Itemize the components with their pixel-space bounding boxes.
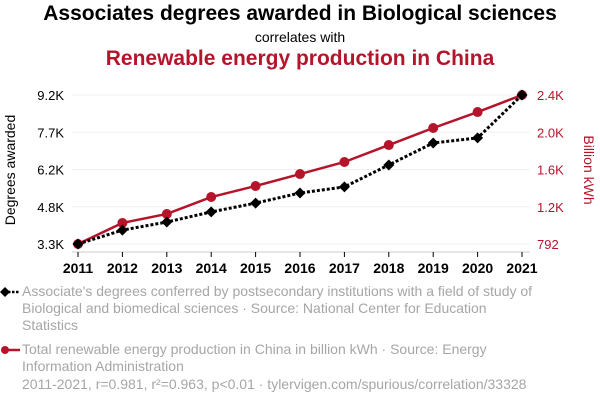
data-point-renewable (383, 140, 394, 151)
data-point-renewable (117, 217, 128, 228)
y-tick-label-left: 3.3K (37, 237, 64, 252)
y-tick-label-right: 1.2K (537, 200, 564, 215)
data-point-renewable (295, 169, 305, 180)
x-tick-label: 2020 (462, 260, 493, 276)
x-tick-label: 2016 (284, 260, 315, 276)
legend-text-renewable: Total renewable energy production in Chi… (22, 341, 487, 374)
y-tick-label-left: 9.2K (37, 88, 64, 103)
chart-title-secondary: Renewable energy production in China (105, 47, 495, 70)
data-point-renewable (428, 122, 439, 133)
data-point-degrees (516, 89, 528, 101)
x-tick-label: 2011 (63, 260, 94, 276)
data-point-degrees (427, 137, 439, 149)
x-tick-label: 2017 (329, 260, 360, 276)
x-tick-label: 2015 (240, 260, 271, 276)
data-point-degrees (161, 216, 173, 228)
data-point-degrees (72, 238, 84, 250)
legend-marker-diamond-icon (0, 287, 20, 297)
data-point-degrees (116, 224, 128, 236)
x-tick-label: 2014 (196, 260, 227, 276)
x-tick-label: 2013 (151, 260, 182, 276)
y-tick-label-left: 6.2K (37, 163, 64, 178)
data-point-degrees (383, 159, 395, 171)
y-tick-label-left: 7.7K (37, 125, 64, 140)
axes: 3.3K 4.8K 6.2K 7.7K 9.2K 792 1.2K 1.6K 2.0K 2.4K 2… (37, 88, 564, 276)
y-axis-label-left: Degrees awarded (2, 115, 18, 226)
data-point-renewable (472, 107, 483, 118)
data-point-renewable (339, 156, 350, 167)
y-tick-label-right: 2.0K (537, 125, 564, 140)
series-group (72, 89, 528, 250)
legend-item-renewable: Total renewable energy production in Chi… (0, 341, 600, 375)
gridlines (72, 94, 530, 245)
x-tick-label: 2019 (418, 260, 449, 276)
y-tick-label-right: 1.6K (537, 163, 564, 178)
chart-plot: 3.3K 4.8K 6.2K 7.7K 9.2K 792 1.2K 1.6K 2.0K 2.4K 2… (2, 88, 597, 276)
y-tick-label-left: 4.8K (37, 200, 64, 215)
y-tick-label-right: 792 (537, 237, 559, 252)
data-point-degrees (205, 206, 217, 218)
data-point-degrees (250, 197, 262, 209)
x-tick-label: 2018 (373, 260, 404, 276)
y-tick-label-right: 2.4K (537, 88, 564, 103)
legend-item-degrees: Associate's degrees conferred by postsec… (0, 283, 600, 334)
data-point-renewable (206, 192, 217, 203)
footer-stats: 2011-2021, r=0.981, r²=0.963, p<0.01 · t… (22, 376, 527, 392)
data-point-degrees (472, 132, 484, 144)
data-point-renewable (161, 208, 172, 219)
data-point-degrees (294, 187, 306, 199)
x-tick-label: 2021 (506, 260, 537, 276)
x-tick-label: 2012 (107, 260, 138, 276)
chart-subtitle: correlates with (254, 29, 346, 45)
data-point-degrees (338, 181, 350, 193)
data-point-renewable (250, 180, 261, 191)
chart-title: Associates degrees awarded in Biological… (43, 2, 557, 25)
y-axis-label-right: Billion kWh (581, 135, 597, 204)
legend-marker-circle-icon (1, 346, 20, 354)
legend-text-degrees: Associate's degrees conferred by postsec… (22, 283, 533, 333)
